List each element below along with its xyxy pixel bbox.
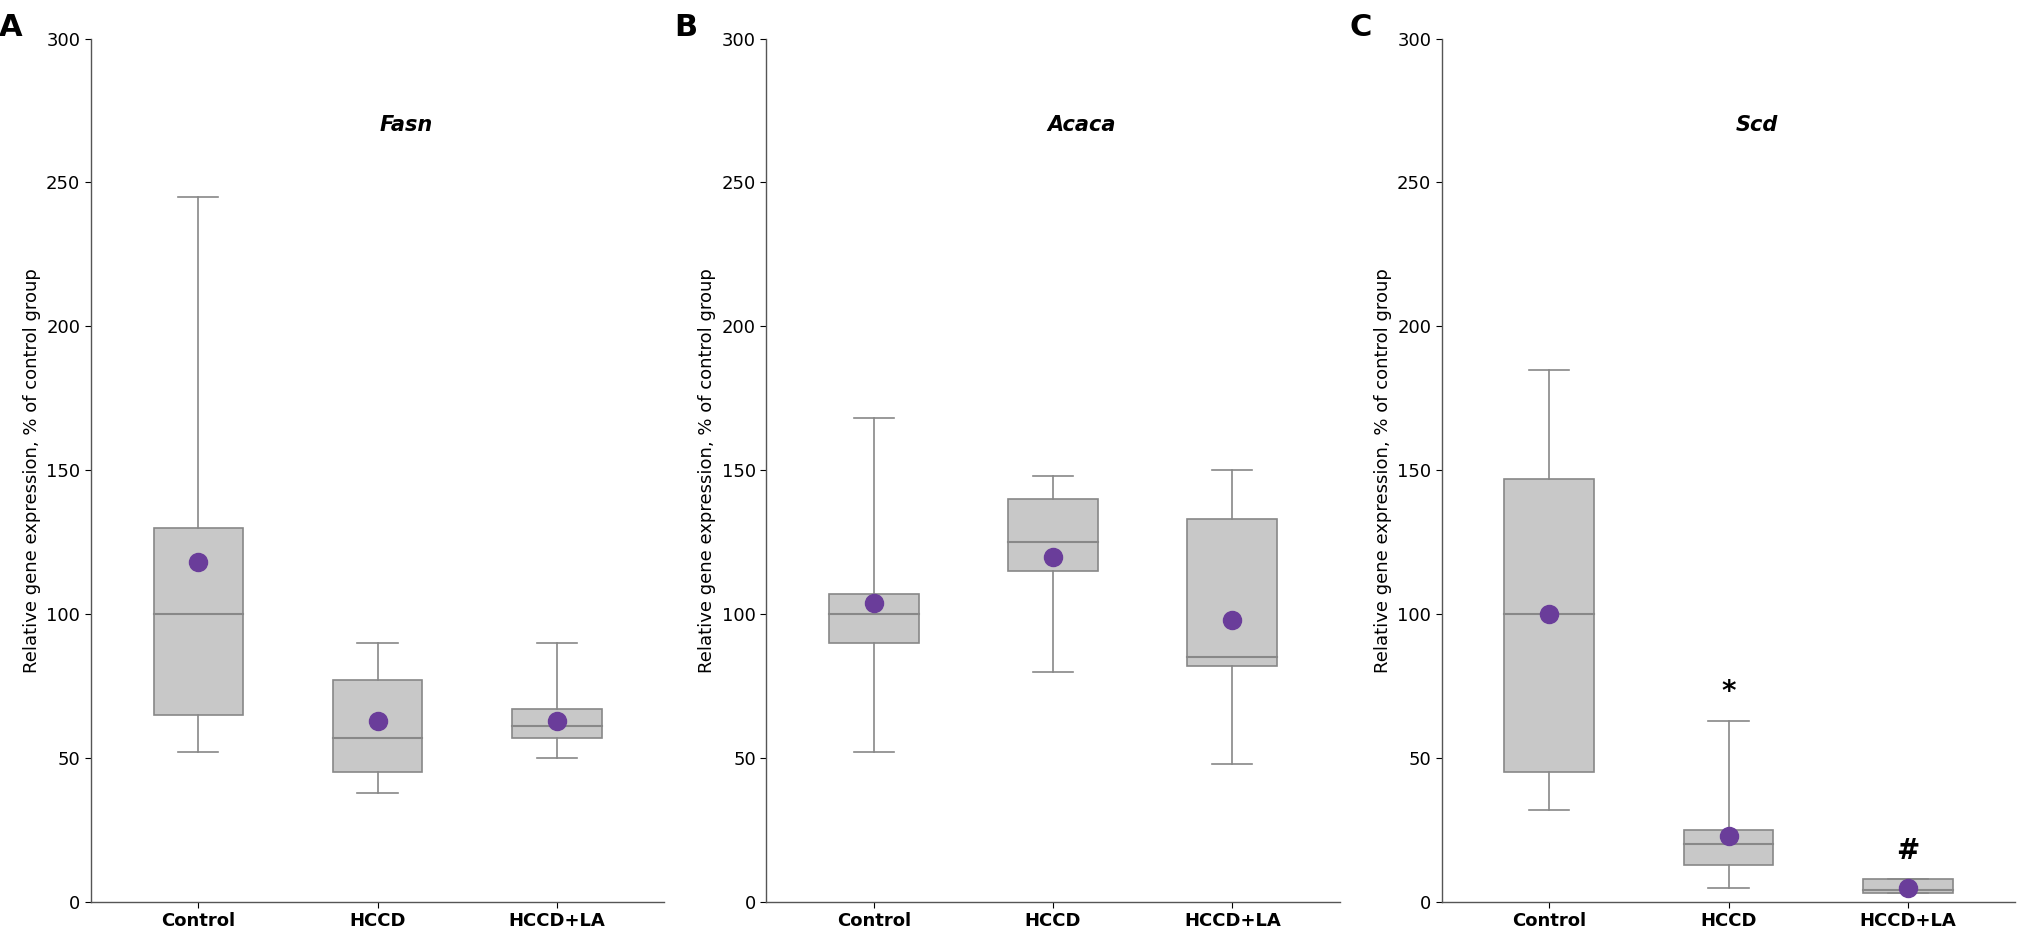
Text: Fasn: Fasn: [380, 115, 433, 134]
Bar: [1685, 830, 1774, 865]
Text: A: A: [0, 12, 22, 42]
Bar: [1863, 879, 1953, 893]
Y-axis label: Relative gene expression, % of control group: Relative gene expression, % of control g…: [1374, 268, 1392, 672]
Y-axis label: Relative gene expression, % of control group: Relative gene expression, % of control g…: [699, 268, 715, 672]
Text: C: C: [1349, 12, 1372, 42]
Text: Scd: Scd: [1735, 115, 1778, 134]
Text: Acaca: Acaca: [1046, 115, 1116, 134]
Bar: [1504, 479, 1593, 773]
Bar: [333, 680, 423, 773]
Bar: [829, 594, 918, 643]
Y-axis label: Relative gene expression, % of control group: Relative gene expression, % of control g…: [22, 268, 41, 672]
Bar: [1187, 519, 1278, 666]
Text: #: #: [1896, 836, 1920, 865]
Bar: [154, 527, 244, 715]
Text: *: *: [1721, 678, 1735, 706]
Bar: [512, 709, 601, 738]
Bar: [1008, 499, 1097, 571]
Text: B: B: [675, 12, 697, 42]
